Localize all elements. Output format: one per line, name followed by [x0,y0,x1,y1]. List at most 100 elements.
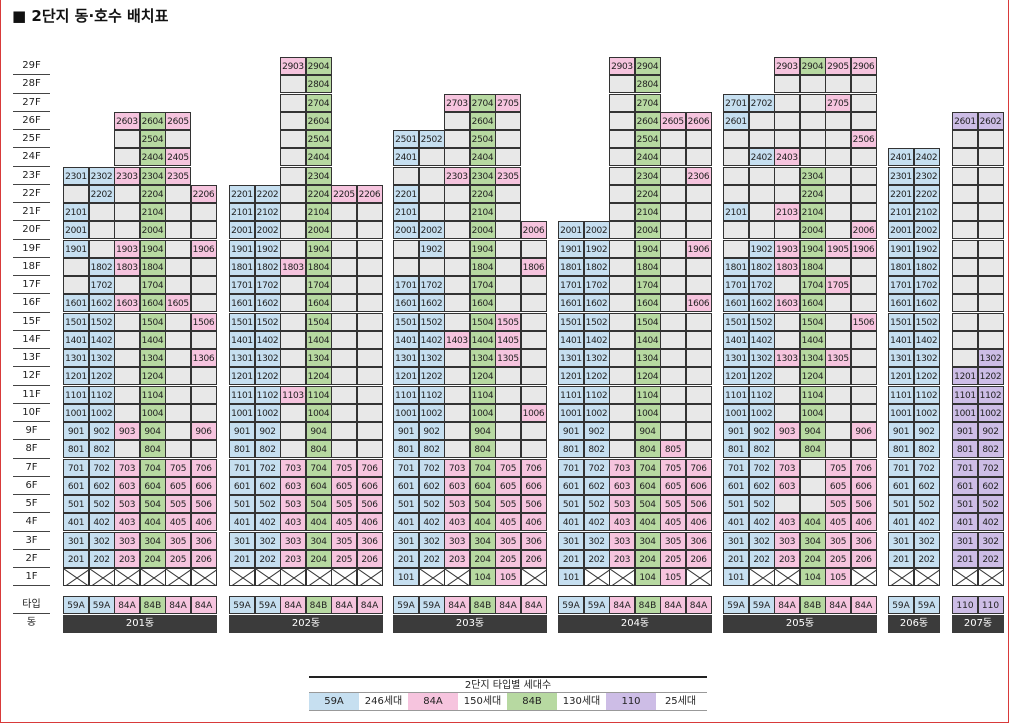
type-label: 84A [114,596,140,614]
unit-cell: 1604 [634,294,661,313]
unit-cell: 306 [356,531,383,550]
dong-row-label: 동 [26,617,37,628]
unit-cell: 201 [723,549,749,568]
unit-cell: 1102 [913,385,940,404]
unit-cell: 804 [139,440,166,459]
unit-cell: 205 [495,549,521,568]
unit-cell: 2204 [469,184,496,203]
unit-cell: 2204 [305,184,332,203]
unit-cell: 2903 [609,57,635,75]
empty-cell [774,440,800,459]
unit-cell: 702 [748,458,775,477]
unit-cell: 1506 [850,312,877,331]
unit-cell: 1604 [799,294,826,313]
unit-cell: 501 [558,495,584,513]
empty-cell [280,148,306,167]
unit-cell: 802 [418,440,445,459]
unit-cell: 1804 [634,257,661,276]
unit-cell: 601 [63,476,89,495]
unit-cell: 1801 [558,257,584,276]
unit-cell: 2201 [888,184,914,203]
unit-cell: 1004 [139,403,166,422]
unit-cell: 2002 [913,221,940,240]
unit-cell: 2304 [139,166,166,185]
empty-cell [660,403,686,422]
unit-cell: 705 [331,458,357,477]
pilotis-cell [305,568,332,586]
empty-cell [444,221,470,240]
unit-cell: 604 [469,476,496,495]
empty-cell [393,257,419,276]
empty-cell [774,130,800,148]
unit-cell: 1705 [825,276,851,294]
empty-cell [495,440,521,459]
unit-cell: 401 [229,513,255,532]
floor-label: 2F [25,552,38,564]
unit-cell: 701 [723,458,749,477]
unit-cell: 2305 [495,166,521,185]
unit-cell: 301 [558,531,584,550]
unit-cell: 1002 [583,403,610,422]
unit-cell: 403 [609,513,635,532]
unit-cell: 2101 [63,203,89,221]
unit-cell: 1404 [139,330,166,349]
empty-cell [952,221,978,240]
unit-cell: 706 [356,458,383,477]
unit-cell: 1006 [520,403,547,422]
unit-cell: 1704 [634,276,661,294]
type-label: 84A [609,596,635,614]
empty-cell [114,148,140,167]
unit-cell: 302 [913,531,940,550]
unit-cell: 1402 [418,330,445,349]
empty-cell [774,184,800,203]
unit-cell: 601 [558,476,584,495]
unit-cell: 604 [634,476,661,495]
unit-cell: 201 [952,549,978,568]
unit-cell: 2704 [469,93,496,112]
unit-cell: 1505 [495,312,521,331]
pilotis-cell [850,568,877,586]
empty-cell [280,130,306,148]
type-label: 84B [139,596,166,614]
unit-cell: 204 [305,549,332,568]
empty-cell [774,495,800,513]
empty-cell [685,440,712,459]
unit-cell: 1101 [888,385,914,404]
empty-cell [609,330,635,349]
empty-cell [280,111,306,130]
unit-cell: 1204 [799,367,826,386]
type-label: 59A [393,596,419,614]
unit-cell: 206 [520,549,547,568]
unit-cell: 1604 [139,294,166,313]
empty-cell [114,312,140,331]
empty-cell [114,130,140,148]
unit-cell: 604 [139,476,166,495]
unit-cell: 1904 [139,239,166,258]
unit-cell: 1804 [305,257,332,276]
empty-cell [660,239,686,258]
empty-cell [331,385,357,404]
empty-cell [280,276,306,294]
unit-cell: 2201 [393,184,419,203]
unit-cell: 1201 [888,367,914,386]
legend-count: 25세대 [656,693,705,710]
empty-cell [495,367,521,386]
unit-cell: 1702 [88,276,115,294]
unit-cell: 204 [799,549,826,568]
unit-cell: 902 [418,422,445,440]
empty-cell [114,403,140,422]
empty-cell [280,330,306,349]
unit-cell: 801 [63,440,89,459]
legend-type: 110 [606,693,656,710]
unit-cell: 2104 [799,203,826,221]
unit-cell: 506 [850,495,877,513]
unit-cell: 504 [139,495,166,513]
unit-cell: 302 [254,531,281,550]
unit-cell: 2206 [356,184,383,203]
empty-cell [495,221,521,240]
empty-cell [685,148,712,167]
unit-cell: 702 [977,458,1004,477]
unit-cell: 1502 [583,312,610,331]
empty-cell [331,239,357,258]
unit-cell: 1303 [774,349,800,367]
